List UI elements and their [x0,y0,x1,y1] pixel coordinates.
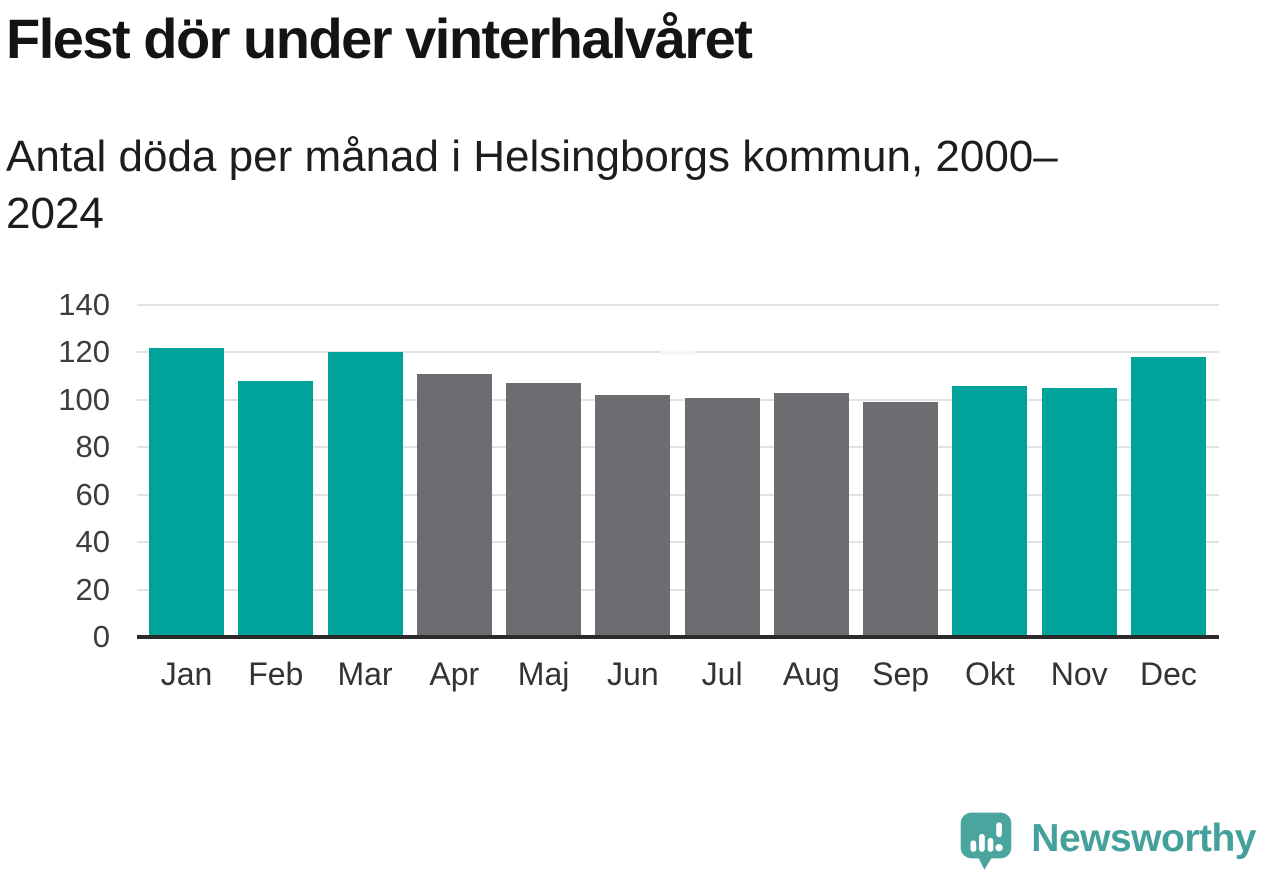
y-tick-label: 120 [58,334,110,370]
gridline [137,588,1219,591]
month-label-sep: Sep [872,656,930,692]
month-label-nov: Nov [1050,656,1108,692]
y-tick-label: 60 [75,476,110,512]
month-label-maj: Maj [517,656,570,692]
y-tick-label: 80 [75,429,110,465]
newsworthy-wordmark: Newsworthy [1031,817,1256,860]
gridline [137,493,1219,496]
month-label-jul: Jul [701,656,743,692]
newsworthy-logo: Newsworthy [953,811,1256,873]
bar-mar [327,352,403,637]
gridline [137,304,1219,306]
page-title: Flest dör under vinterhalvåret [6,7,753,70]
month-label-okt: Okt [965,656,1015,692]
bar-jul [684,397,760,637]
gridline-highlight-artifact [661,350,695,356]
bar-aug [773,392,849,637]
y-tick-label: 20 [75,571,110,607]
month-label-feb: Feb [248,656,304,692]
month-label-aug: Aug [782,656,840,692]
y-tick-label: 40 [75,524,110,560]
bar-maj [506,383,582,637]
bar-apr [416,373,492,637]
month-label-apr: Apr [429,656,480,692]
x-axis-labels: Jan Feb Mar Apr Maj Jun Jul Aug Sep Okt Nov Dec [137,656,1219,693]
month-label-jun: Jun [607,656,659,692]
chart-subtitle: Antal döda per månad i Helsingborgs komm… [6,132,1058,239]
bar-dec [1130,357,1206,637]
plot-area [137,304,1219,639]
y-tick-label: 100 [58,381,110,417]
gridline [137,446,1219,449]
bar-jun [595,395,671,637]
gridline [137,541,1219,544]
bar-feb [238,380,314,637]
bar-jan [149,347,224,637]
month-label-dec: Dec [1139,656,1197,692]
month-label-jan: Jan [160,656,213,692]
bar-okt [952,385,1028,637]
month-label-mar: Mar [337,656,393,692]
y-tick-label: 0 [92,619,110,654]
bar-sep [863,402,939,637]
speech-bubble-bar-chart-icon [960,812,1012,870]
bar-nov [1041,388,1117,637]
y-tick-label: 140 [58,287,110,322]
gridline [137,398,1219,401]
bar-series [137,305,1219,637]
x-axis-baseline [137,635,1219,639]
